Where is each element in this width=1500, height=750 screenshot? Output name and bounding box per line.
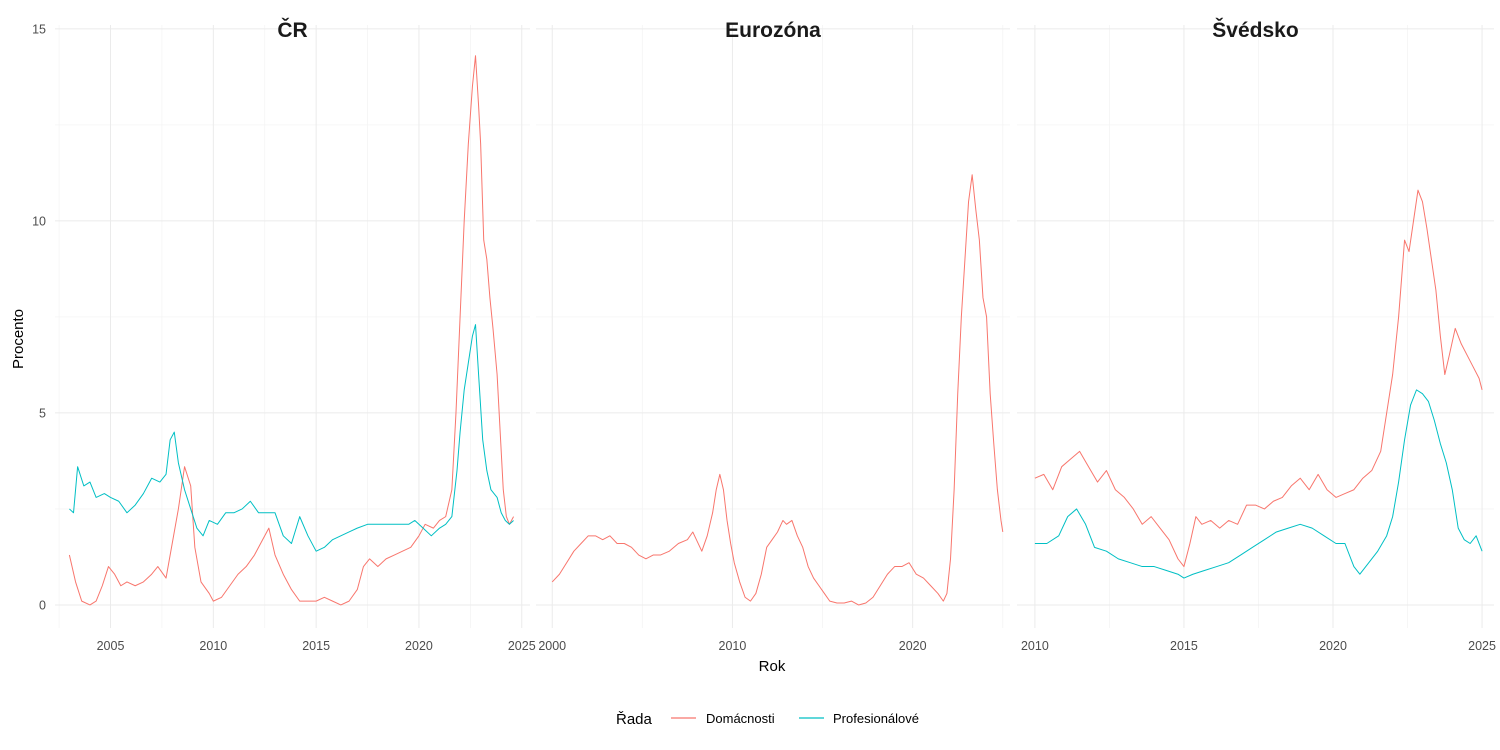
panel-title: Švédsko [1212,18,1298,42]
series-line-profesionalove [1034,389,1483,579]
y-axis-title: Procento [10,309,27,369]
y-tick-label: 5 [39,406,46,420]
x-tick-label: 2010 [719,639,747,653]
y-tick-label: 10 [32,214,46,228]
series-line-domacnosti [551,174,1004,606]
panel-title: Eurozóna [725,19,821,42]
y-tick-label: 0 [39,598,46,612]
x-tick-label: 2000 [538,639,566,653]
legend-label-1: Profesionálové [833,711,919,726]
y-tick-label: 15 [32,22,46,36]
x-tick-label: 2010 [1021,639,1049,653]
series-line-domacnosti [68,55,514,606]
x-tick-label: 2025 [1468,639,1496,653]
x-axis-title: Rok [759,658,786,675]
panels-group: 0 5 10 15 2005 2010 2015 2020 2025 ČR 2000 2010 2020… [32,18,1496,653]
x-tick-label: 2005 [97,639,125,653]
x-tick-label: 2020 [1319,639,1347,653]
panel-0: 0 5 10 15 2005 2010 2015 2020 2025 ČR [32,18,536,653]
x-tick-label: 2020 [899,639,927,653]
legend: Řada Domácnosti Profesionálové [616,711,919,728]
legend-label-0: Domácnosti [706,711,775,726]
x-tick-label: 2015 [302,639,330,653]
panel-1: 2000 2010 2020 Eurozóna [536,19,1010,653]
x-tick-label: 2010 [199,639,227,653]
panel-2: 2010 2015 2020 2025 Švédsko [1017,18,1496,653]
x-tick-label: 2015 [1170,639,1198,653]
series-line-domacnosti [1034,189,1483,568]
series-line-profesionalove [69,324,514,552]
legend-entries: Domácnosti Profesionálové [671,711,919,726]
x-tick-label: 2025 [508,639,536,653]
x-tick-label: 2020 [405,639,433,653]
panel-title: ČR [277,18,307,42]
legend-title: Řada [616,711,653,728]
